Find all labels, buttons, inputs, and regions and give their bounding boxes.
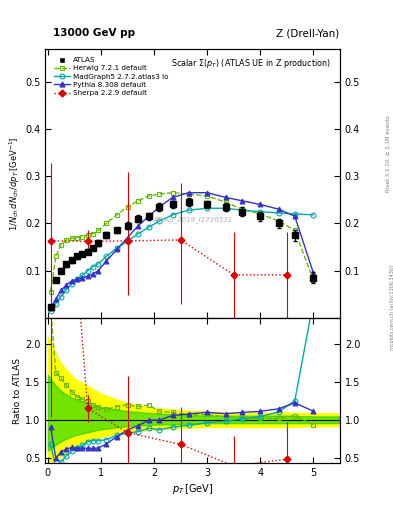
Text: Rivet 3.1.10, ≥ 3.1M events: Rivet 3.1.10, ≥ 3.1M events [386, 115, 391, 192]
Y-axis label: Ratio to ATLAS: Ratio to ATLAS [13, 357, 22, 423]
Text: Z (Drell-Yan): Z (Drell-Yan) [275, 28, 339, 38]
X-axis label: $p_T\,[{\rm GeV}]$: $p_T\,[{\rm GeV}]$ [172, 482, 213, 497]
Legend: ATLAS, Herwig 7.2.1 default, MadGraph5 2.7.2.atlas3 lo, Pythia 8.308 default, Sh: ATLAS, Herwig 7.2.1 default, MadGraph5 2… [52, 55, 171, 98]
Text: 13000 GeV pp: 13000 GeV pp [53, 28, 135, 38]
Text: Scalar $\Sigma(p_T)$ (ATLAS UE in Z production): Scalar $\Sigma(p_T)$ (ATLAS UE in Z prod… [171, 57, 331, 70]
Y-axis label: $1/N_{\rm ch}\,dN_{\rm ch}/dp_T\,[\rm GeV^{-1}]$: $1/N_{\rm ch}\,dN_{\rm ch}/dp_T\,[\rm Ge… [8, 136, 22, 230]
Text: mcplots.cern.ch [arXiv:1306.3436]: mcplots.cern.ch [arXiv:1306.3436] [390, 265, 393, 350]
Text: ATLAS_2019_I1736531: ATLAS_2019_I1736531 [152, 216, 233, 223]
